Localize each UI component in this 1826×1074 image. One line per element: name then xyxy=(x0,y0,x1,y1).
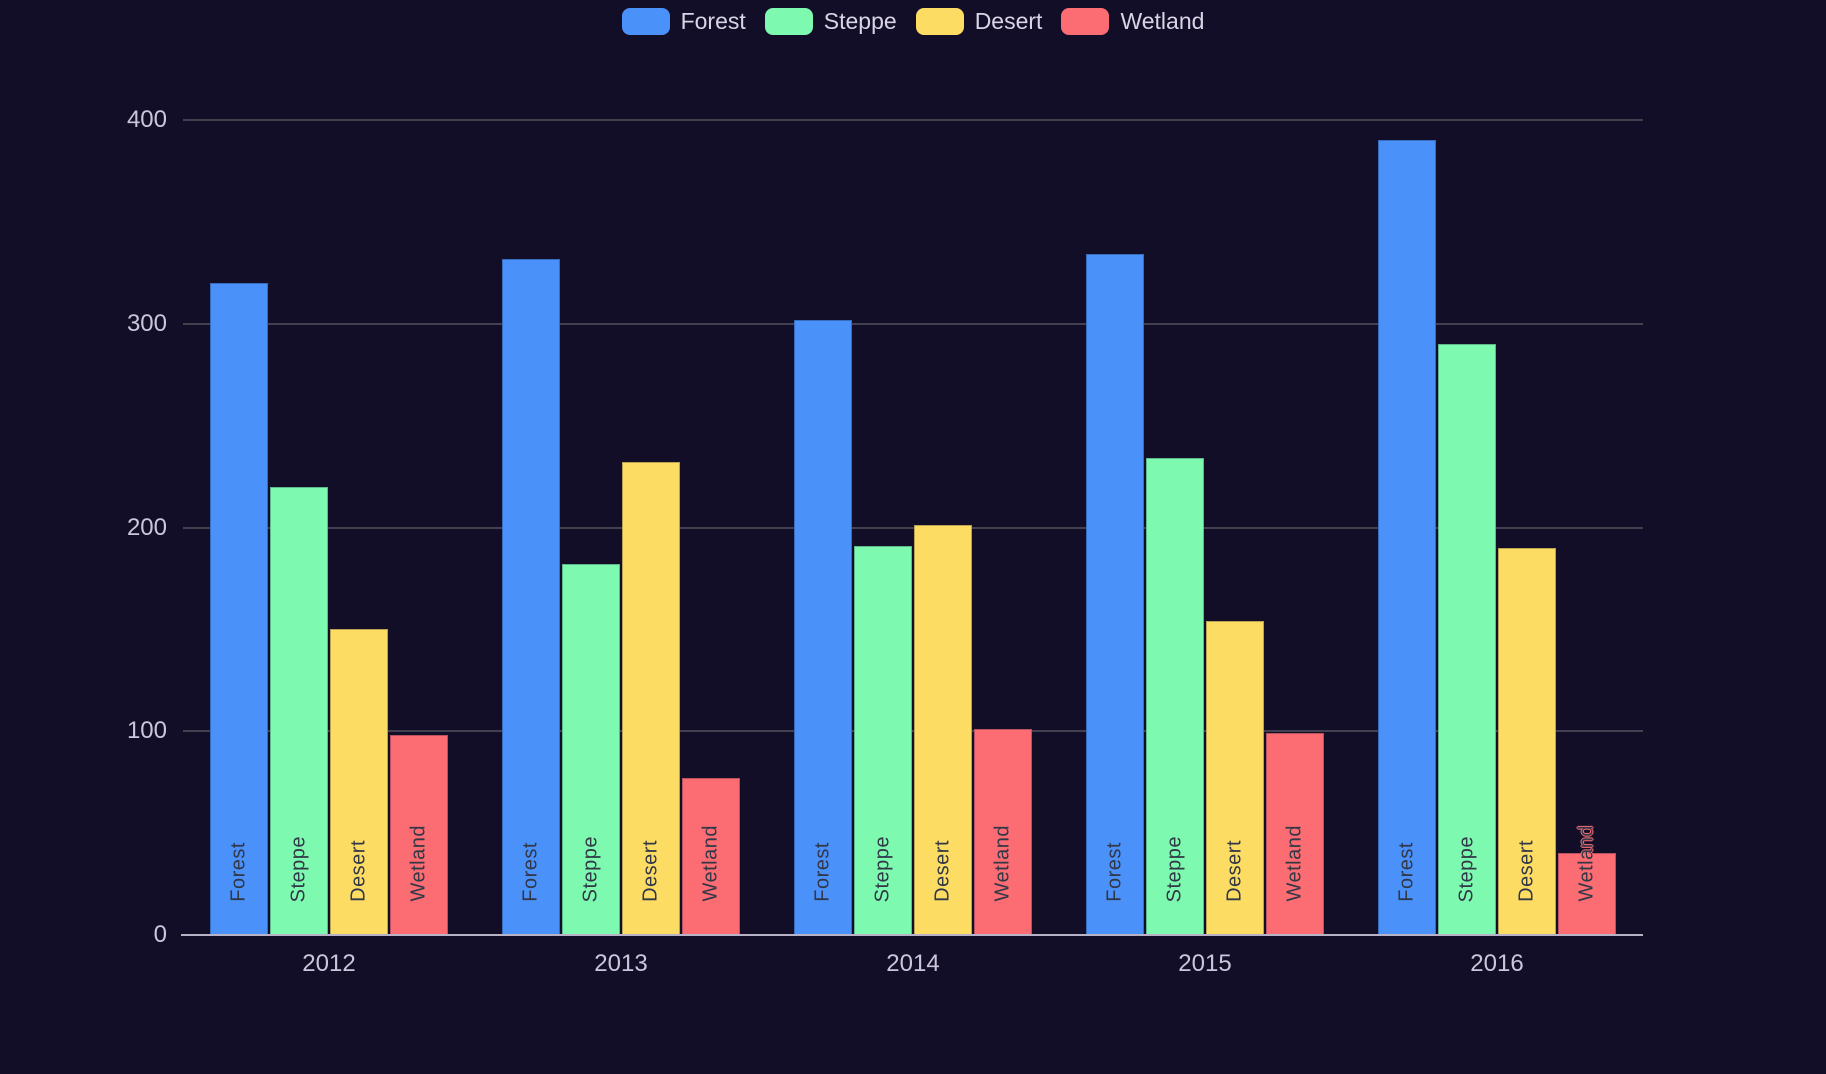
bar-group-2016: Forest Steppe Desert Wetland xyxy=(1351,120,1643,935)
bar-wetland-2016[interactable]: Wetland xyxy=(1558,825,1616,935)
legend-item-steppe[interactable]: Steppe xyxy=(764,8,897,35)
bar-series-label: Steppe xyxy=(287,835,310,902)
bar-forest-2016[interactable]: Forest xyxy=(1378,140,1436,935)
x-axis-label-2012: 2012 xyxy=(302,950,356,977)
legend-item-wetland[interactable]: Wetland xyxy=(1061,8,1204,35)
legend-swatch-icon xyxy=(764,8,813,35)
y-axis-tick-label-100: 100 xyxy=(126,717,167,745)
legend-label: Forest xyxy=(680,8,746,34)
bar-group-2013: Forest Steppe Desert Wetland xyxy=(475,120,767,935)
bar-steppe-2015[interactable]: Steppe xyxy=(1146,458,1204,935)
bar-group-2012: Forest Steppe Desert Wetland xyxy=(183,120,475,935)
bar-desert-2015[interactable]: Desert xyxy=(1206,621,1264,935)
bar-wetland-2014[interactable]: Wetland xyxy=(974,729,1032,935)
bar-series-label: Steppe xyxy=(871,835,894,902)
bar-forest-2014[interactable]: Forest xyxy=(794,320,852,935)
x-axis: 2012 2013 2014 2015 2016 xyxy=(183,950,1643,978)
bar-series-label: Steppe xyxy=(579,835,602,902)
y-axis: 0 100 200 300 400 xyxy=(100,106,167,948)
y-axis-tick-label-300: 300 xyxy=(126,309,167,337)
bar-series-label: Forest xyxy=(811,842,834,902)
x-axis-baseline xyxy=(181,934,1643,936)
bar-series-label: Forest xyxy=(1103,842,1126,902)
y-axis-tick-label-400: 400 xyxy=(126,106,167,133)
legend-item-forest[interactable]: Forest xyxy=(621,8,746,35)
bar-desert-2014[interactable]: Desert xyxy=(914,525,972,935)
legend-swatch-icon xyxy=(621,8,670,35)
bar-series-label: Desert xyxy=(639,840,662,902)
bar-forest-2012[interactable]: Forest xyxy=(210,283,268,935)
bar-series-label: Desert xyxy=(1515,840,1538,902)
bar-groups: Forest Steppe Desert Wetland Forest Steppe Des… xyxy=(183,120,1643,935)
bar-series-label: Desert xyxy=(931,840,954,902)
bar-group-2015: Forest Steppe Desert Wetland xyxy=(1059,120,1351,935)
bar-series-label: Wetland xyxy=(699,825,722,902)
bar-steppe-2016[interactable]: Steppe xyxy=(1438,344,1496,935)
bar-series-label: Desert xyxy=(1223,840,1246,902)
bar-series-label: Steppe xyxy=(1455,835,1478,902)
y-axis-tick-label-0: 0 xyxy=(153,921,167,948)
bar-series-label: Desert xyxy=(347,840,370,902)
bar-series-label: Forest xyxy=(519,842,542,902)
bar-series-label: Steppe xyxy=(1163,835,1186,902)
bar-series-label: Forest xyxy=(227,842,250,902)
x-axis-label-2013: 2013 xyxy=(594,950,648,977)
legend-label: Desert xyxy=(974,8,1043,34)
bar-series-label: Wetland xyxy=(991,825,1014,902)
bar-wetland-2012[interactable]: Wetland xyxy=(390,735,448,935)
bar-series-label: Wetland xyxy=(1575,825,1598,902)
bar-forest-2013[interactable]: Forest xyxy=(502,259,560,935)
bar-group-2014: Forest Steppe Desert Wetland xyxy=(767,120,1059,935)
bar-desert-2016[interactable]: Desert xyxy=(1498,548,1556,935)
bar-wetland-2013[interactable]: Wetland xyxy=(682,778,740,935)
legend-item-desert[interactable]: Desert xyxy=(915,8,1043,35)
x-axis-label-2014: 2014 xyxy=(886,950,940,977)
bar-series-label: Wetland xyxy=(407,825,430,902)
gridline-300 xyxy=(183,322,1643,325)
legend-label: Wetland xyxy=(1120,8,1205,34)
bar-forest-2015[interactable]: Forest xyxy=(1086,254,1144,935)
legend-swatch-icon xyxy=(915,8,964,35)
bar-series-label: Forest xyxy=(1395,842,1418,902)
legend-swatch-icon xyxy=(1061,8,1110,35)
bar-steppe-2013[interactable]: Steppe xyxy=(562,564,620,935)
gridline-100 xyxy=(183,730,1643,733)
x-axis-label-2015: 2015 xyxy=(1178,950,1232,977)
legend: Forest Steppe Desert Wetland xyxy=(0,8,1826,35)
x-axis-label-2016: 2016 xyxy=(1470,950,1524,977)
bar-series-label: Wetland xyxy=(1283,825,1306,902)
bar-wetland-2015[interactable]: Wetland xyxy=(1266,733,1324,935)
legend-label: Steppe xyxy=(823,8,897,34)
bar-desert-2012[interactable]: Desert xyxy=(330,629,388,935)
bar-steppe-2012[interactable]: Steppe xyxy=(270,487,328,935)
plot-area: Forest Steppe Desert Wetland Forest Steppe Des… xyxy=(181,119,1643,936)
gridline-400 xyxy=(183,119,1643,121)
bar-desert-2013[interactable]: Desert xyxy=(622,462,680,935)
bar-steppe-2014[interactable]: Steppe xyxy=(854,546,912,935)
y-axis-tick-label-200: 200 xyxy=(126,513,167,541)
gridline-200 xyxy=(183,526,1643,529)
